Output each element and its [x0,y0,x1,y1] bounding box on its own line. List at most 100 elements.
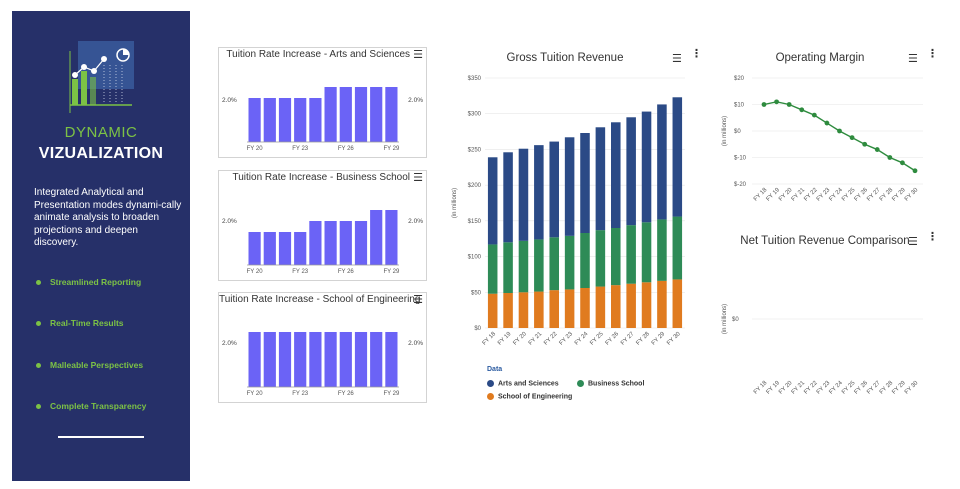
panel-bar [263,232,276,265]
hamburger-menu-icon[interactable]: ☰ [908,236,918,248]
chart-title-gross: Gross Tuition Revenue [506,52,624,64]
feature-item: Streamlined Reporting [36,277,141,287]
stacked-bar-segment [641,282,652,328]
stacked-bar-segment [487,293,498,328]
legend-label: Business School [588,380,645,388]
margin-point [849,135,855,141]
legend-item[interactable]: Business School [577,380,644,387]
y-tick-label: $150 [468,219,482,225]
panel-bar [324,221,337,265]
kebab-menu-icon[interactable]: ⋮ [927,48,938,60]
hamburger-menu-icon[interactable]: ☰ [413,294,423,306]
stacked-bar-segment [611,228,621,286]
stacked-bar-segment [580,133,590,233]
feature-label: Streamlined Reporting [50,277,142,287]
legend-item[interactable]: School of Engineering [487,393,572,400]
stacked-bar-segment [549,237,559,291]
panel-bar [248,98,261,142]
margin-point [799,107,805,113]
margin-point [874,147,880,152]
feature-item: Malleable Perspectives [36,360,143,370]
y-tick-label: $0 [732,317,739,323]
stacked-bar-segment [626,225,636,284]
brand-line-1: DYNAMIC [64,124,138,141]
stacked-bar-segment [503,152,513,243]
legend-swatch-icon [487,380,494,387]
y-tick-label: $-20 [734,182,747,188]
panel-bar [385,332,398,387]
panel-bar [278,98,292,142]
panel-bar [263,98,276,142]
stacked-bar-segment [503,242,513,293]
left-value-label: 2.0% [222,340,237,347]
panel-bar [294,98,307,142]
panel-tick-label: FY 26 [338,269,355,275]
x-tick-label: FY 29 [651,331,667,347]
panel-tick-label: FY 23 [292,146,309,152]
hamburger-menu-icon[interactable]: ☰ [413,49,423,61]
margin-point [887,155,893,160]
x-tick-label: FY 19 [497,331,513,347]
x-tick-label: FY 18 [482,331,498,347]
analytics-logo-icon [69,41,134,113]
y-tick-label: $200 [468,183,482,189]
stacked-bar-segment [595,127,606,231]
panel-bar [278,332,292,387]
stacked-bar-segment [549,290,559,328]
panel-tick-label: FY 20 [247,391,264,397]
margin-point [862,141,868,147]
panel-bar [385,210,398,265]
bullet-icon [36,363,41,369]
stacked-bar-segment [657,280,667,328]
panel-bar [278,232,292,265]
stacked-bar-segment [611,122,621,228]
y-axis-label: (in millions) [722,116,728,146]
bullet-icon [36,321,41,327]
stacked-bar-segment [564,137,575,236]
panel-bar [354,221,368,265]
hamburger-menu-icon[interactable]: ☰ [908,53,918,65]
x-tick-label: FY 21 [528,331,544,347]
stacked-bar-segment [564,289,575,328]
panel-bar [370,87,383,142]
panel-tick-label: FY 20 [247,146,264,152]
kebab-menu-icon[interactable]: ⋮ [927,231,938,243]
panel-bar [309,98,322,142]
kebab-menu-icon[interactable]: ⋮ [691,48,702,60]
panel-tick-label: FY 20 [247,269,264,275]
panel-title: Tuition Rate Increase - School of Engine… [219,294,421,305]
panel-bars: FY 20 FY 23 FY 26 FY 29 [247,87,400,152]
panel-bars: FY 20 FY 23 FY 26 FY 29 [247,332,400,397]
brand-line-2: VIZUALIZATION [38,145,164,162]
margin-point [811,112,817,118]
panel-tick-label: FY 29 [383,146,400,152]
stacked-bar-segment [534,239,544,292]
stacked-bar-segment [518,148,529,241]
hamburger-menu-icon[interactable]: ☰ [672,53,682,65]
stacked-bar-segment [595,286,606,328]
legend-item[interactable]: Arts and Sciences [487,380,559,387]
feature-item: Complete Transparency [36,401,146,411]
panel-tick-label: FY 23 [292,391,309,397]
stacked-bar-segment [626,283,636,328]
stacked-bar-segment [580,233,590,288]
y-tick-label: $50 [471,290,482,296]
stacked-bar-segment [657,219,667,281]
stacked-bar-segment [487,157,498,245]
left-value-label: 2.0% [222,218,237,225]
margin-point [900,160,905,166]
stacked-bar-segment [626,117,636,226]
legend-label: Arts and Sciences [498,380,559,388]
y-tick-label: $10 [734,103,745,109]
right-value-label: 2.0% [408,340,423,347]
feature-label: Malleable Perspectives [50,360,144,370]
stacked-bar-segment [672,216,683,280]
stacked-bar-segment [487,244,498,294]
x-tick-label: FY 28 [635,331,651,347]
x-tick-label: FY 25 [589,331,605,347]
panel-bar [339,87,352,142]
hamburger-menu-icon[interactable]: ☰ [413,172,423,184]
x-tick-label: FY 26 [605,331,621,347]
chart-title-operating: Operating Margin [775,52,865,64]
panel-bar [339,221,352,265]
